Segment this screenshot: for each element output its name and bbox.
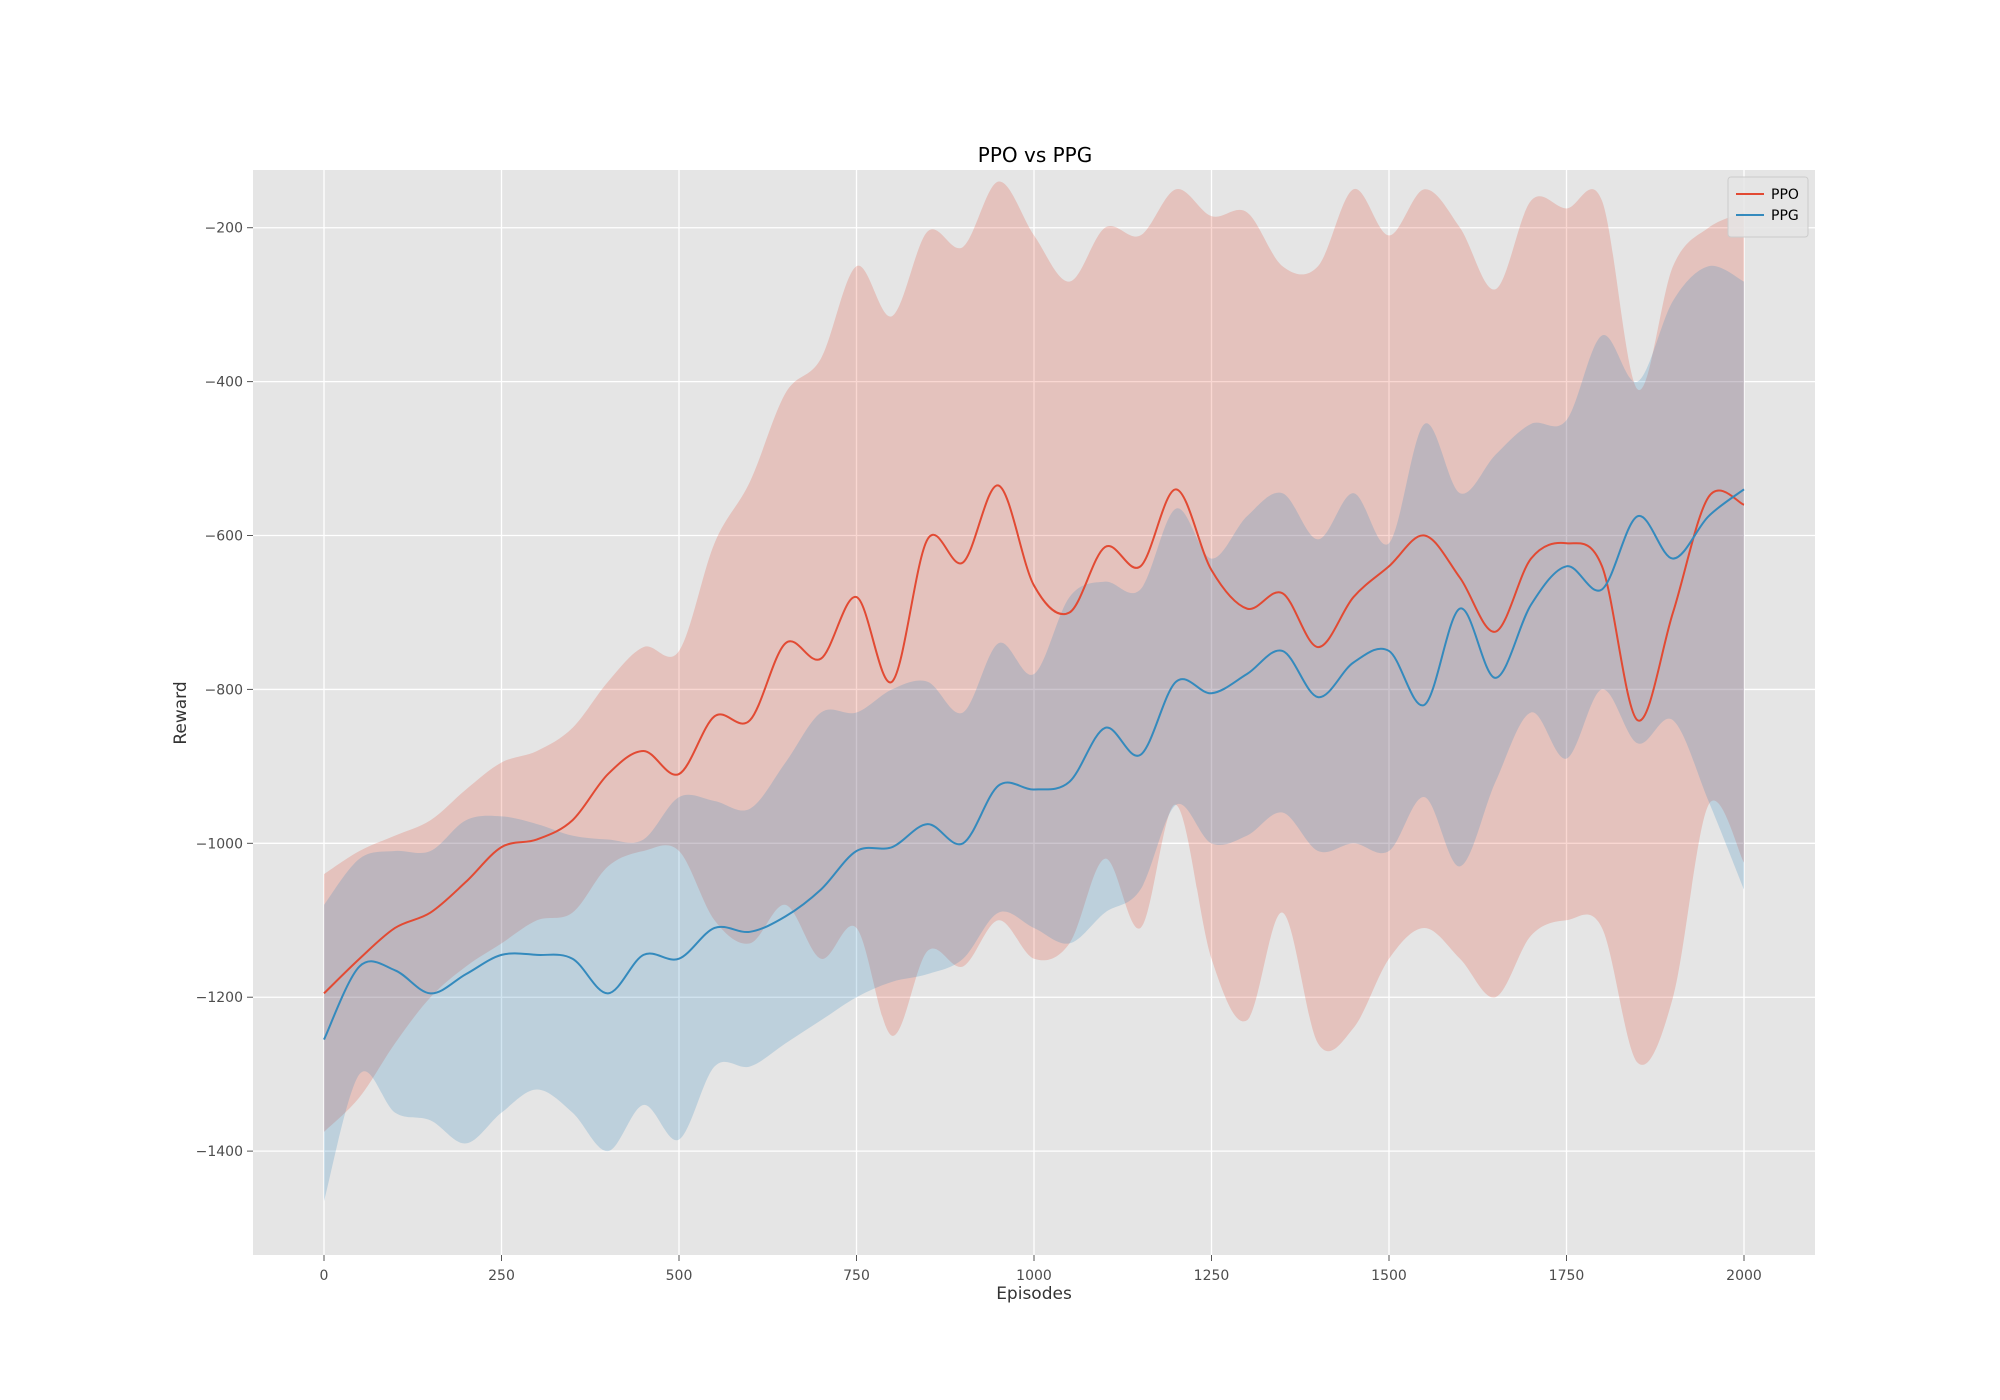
x-tick-label: 1500 (1371, 1268, 1407, 1284)
x-tick-label: 1250 (1194, 1268, 1230, 1284)
x-axis-ticks: 0 250 500 750 1000 1250 1500 1750 2000 (320, 1255, 1762, 1284)
legend-label-ppg: PPG (1771, 208, 1799, 224)
band-ppg (324, 265, 1744, 1202)
y-tick-label: −200 (205, 221, 243, 237)
y-axis-ticks: −1400 −1200 −1000 −800 −600 −400 −200 (196, 221, 253, 1160)
x-tick-label: 2000 (1726, 1268, 1762, 1284)
chart-title: PPO vs PPG (978, 143, 1092, 167)
y-tick-label: −400 (205, 375, 243, 391)
line-ppg (323, 488, 1745, 1040)
series-lines (323, 484, 1745, 1040)
x-tick-label: 500 (666, 1268, 693, 1284)
series-bands (324, 181, 1744, 1202)
legend: PPO PPG (1727, 176, 1809, 238)
y-tick-label: −1000 (196, 836, 243, 852)
x-tick-label: 250 (488, 1268, 515, 1284)
y-tick-label: −800 (205, 682, 243, 698)
band-ppo (324, 181, 1744, 1132)
line-ppo (323, 484, 1745, 995)
grid-lines (253, 170, 1815, 1255)
legend-label-ppo: PPO (1771, 187, 1799, 203)
x-tick-label: 750 (843, 1268, 870, 1284)
y-tick-label: −600 (205, 529, 243, 545)
x-axis-title: Episodes (996, 1284, 1072, 1304)
x-tick-label: 1750 (1549, 1268, 1585, 1284)
x-tick-label: 1000 (1016, 1268, 1052, 1284)
y-tick-label: −1200 (196, 990, 243, 1006)
y-tick-label: −1400 (196, 1144, 243, 1160)
legend-box (1727, 176, 1809, 238)
y-axis-title: Reward (171, 681, 191, 744)
x-tick-label: 0 (320, 1268, 329, 1284)
